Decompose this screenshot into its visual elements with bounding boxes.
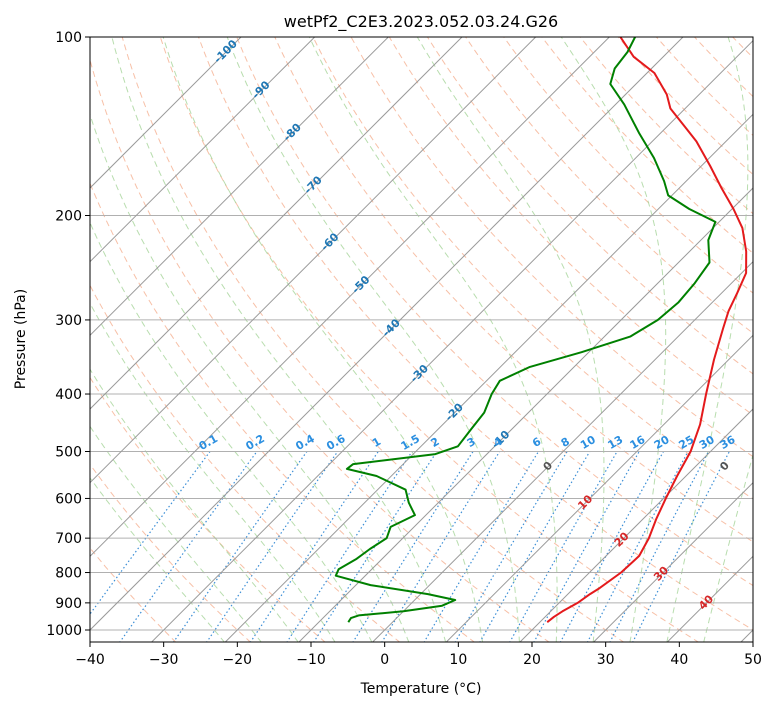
- isotherm-gridline: [445, 334, 753, 642]
- chart-title: wetPf2_C2E3.2023.052.03.24.G26: [284, 12, 558, 32]
- y-tick-label: 900: [55, 596, 82, 612]
- moist-adiabat: [162, 37, 484, 642]
- series-layer: [334, 37, 748, 623]
- isotherm-gridline: [90, 37, 316, 263]
- x-axis-label: Temperature (°C): [360, 681, 482, 697]
- x-tick-label: 10: [449, 652, 467, 668]
- moist-adiabat: [90, 302, 336, 642]
- isotherm-gridline: [90, 37, 242, 189]
- isotherm-gridline: [90, 37, 684, 631]
- isotherm-gridline: [150, 39, 753, 642]
- dry-adiabat: [121, 37, 625, 642]
- dry-adiabat: [90, 58, 550, 642]
- x-tick-label: 50: [744, 652, 762, 668]
- dry-adiabat: [617, 37, 753, 176]
- mixing-ratio-line: [479, 451, 591, 642]
- y-tick-label: 200: [55, 209, 82, 225]
- mixing-ratio-line: [352, 451, 474, 642]
- x-tick-label: −10: [296, 652, 326, 668]
- moist-adiabat: [560, 37, 667, 642]
- y-tick-label: 600: [55, 491, 82, 507]
- x-tick-label: 20: [523, 652, 541, 668]
- x-tick-label: 40: [670, 652, 688, 668]
- dry-adiabat: [159, 37, 700, 642]
- isotherm-gridline: [90, 37, 610, 558]
- x-tick-label: −30: [149, 652, 179, 668]
- dry-adiabat: [771, 37, 775, 643]
- isotherm-gridline: [519, 408, 753, 642]
- y-tick-label: 500: [55, 444, 82, 460]
- y-tick-label: 300: [55, 313, 82, 329]
- dry-adiabat: [90, 463, 251, 642]
- y-tick-label: 400: [55, 387, 82, 403]
- isotherm-gridline: [371, 260, 753, 642]
- y-tick-label: 100: [55, 30, 82, 46]
- grid-layer: [90, 37, 775, 643]
- dry-adiabat: [388, 37, 753, 416]
- moist-adiabat: [703, 453, 753, 642]
- axis-layer: −40 −30 −20 −10 0 10 20 30 40 50 1000 900 800 700 600 5…: [46, 30, 762, 668]
- mixing-ratio-line: [559, 451, 665, 642]
- moist-adiabat: [90, 112, 410, 642]
- y-tick-label: 1000: [46, 623, 82, 639]
- moist-adiabat: [90, 221, 373, 642]
- mixing-ratio-line: [206, 451, 339, 642]
- dry-adiabat: [465, 37, 753, 334]
- dry-adiabat: [503, 37, 753, 294]
- dewpoint-profile-line: [334, 37, 717, 623]
- y-axis-label: Pressure (hPa): [13, 289, 29, 389]
- moist-adiabat: [90, 425, 262, 642]
- dry-adiabat: [90, 284, 401, 642]
- mixing-ratio-line: [172, 451, 308, 642]
- isotherm-gridline: [90, 37, 537, 484]
- isotherm-gridline: [224, 113, 753, 642]
- dry-adiabat: [198, 37, 753, 631]
- moist-adiabat: [666, 37, 749, 642]
- y-tick-label: 800: [55, 566, 82, 582]
- dry-adiabat: [236, 37, 753, 587]
- x-tick-label: 0: [380, 652, 389, 668]
- moist-adiabat: [308, 37, 558, 642]
- plot-background: [90, 37, 753, 642]
- isotherm-gridline: [592, 481, 753, 642]
- mixing-ratio-line: [509, 451, 618, 642]
- mixing-ratio-line: [454, 451, 568, 642]
- moist-adiabat: [226, 37, 520, 642]
- dry-adiabat: [312, 37, 753, 500]
- isotherm-gridline: [90, 37, 463, 410]
- x-tick-label: 30: [597, 652, 615, 668]
- x-tick-label: −40: [75, 652, 105, 668]
- x-tick-label: −20: [223, 652, 253, 668]
- moist-adiabat: [416, 37, 605, 642]
- plot-frame: [89, 36, 754, 643]
- temperature-profile-line: [546, 37, 748, 623]
- mixing-ratio-line: [119, 451, 258, 642]
- isotherm-gridline: [298, 187, 753, 642]
- moist-adiabat: [111, 37, 447, 642]
- y-tick-label: 700: [55, 531, 82, 547]
- moist-adiabat: [90, 477, 225, 642]
- dry-adiabat: [579, 37, 753, 215]
- isotherm-gridline: [90, 37, 389, 337]
- mixing-ratio-line: [423, 451, 540, 642]
